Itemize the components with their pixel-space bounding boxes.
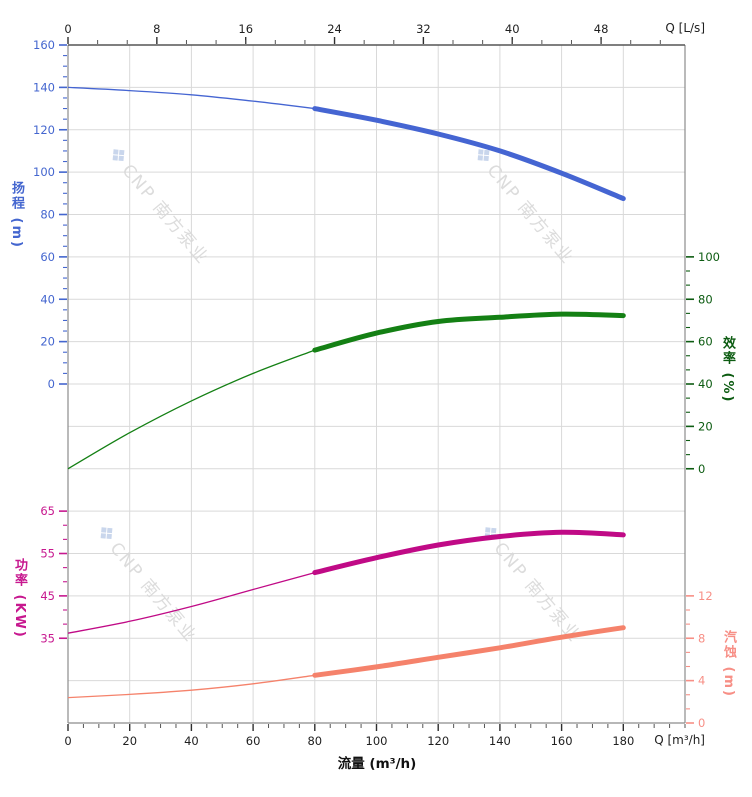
svg-text:35: 35 xyxy=(40,631,55,645)
top-axis: 0 8 16 24 32 40 48 xyxy=(64,22,661,44)
svg-text:16: 16 xyxy=(238,22,253,36)
svg-text:40: 40 xyxy=(40,292,55,306)
plot-border xyxy=(67,44,686,724)
svg-text:100: 100 xyxy=(33,165,55,179)
svg-text:24: 24 xyxy=(327,22,342,36)
svg-text:8: 8 xyxy=(698,631,705,645)
svg-text:60: 60 xyxy=(698,335,713,349)
svg-text:80: 80 xyxy=(307,734,322,748)
svg-text:40: 40 xyxy=(184,734,199,748)
svg-text:100: 100 xyxy=(366,734,388,748)
svg-text:0: 0 xyxy=(64,734,71,748)
efficiency-curve xyxy=(67,311,626,470)
svg-text:45: 45 xyxy=(40,589,55,603)
svg-text:55: 55 xyxy=(40,547,55,561)
svg-text:0: 0 xyxy=(698,462,705,476)
svg-text:12: 12 xyxy=(698,589,713,603)
grid xyxy=(68,45,685,723)
svg-text:60: 60 xyxy=(40,250,55,264)
npsh-curve xyxy=(67,625,626,699)
svg-text:80: 80 xyxy=(40,208,55,222)
svg-text:32: 32 xyxy=(416,22,431,36)
svg-text:60: 60 xyxy=(246,734,261,748)
bottom-axis: 0 20 40 60 80 100 120 140 160 180 xyxy=(64,724,686,748)
svg-text:160: 160 xyxy=(33,38,55,52)
svg-text:120: 120 xyxy=(427,734,449,748)
svg-text:120: 120 xyxy=(33,123,55,137)
npsh-axis-title: 汽蚀 (m) xyxy=(721,630,736,698)
head-curve xyxy=(67,86,626,202)
svg-text:20: 20 xyxy=(698,419,713,433)
power-axis-title: 功率 (KW) xyxy=(12,558,27,639)
head-axis: 160 140 120 100 80 60 40 20 0 xyxy=(33,38,67,391)
svg-text:65: 65 xyxy=(40,504,55,518)
svg-text:80: 80 xyxy=(698,292,713,306)
svg-text:0: 0 xyxy=(48,377,55,391)
svg-text:0: 0 xyxy=(64,22,71,36)
svg-text:20: 20 xyxy=(40,335,55,349)
svg-text:40: 40 xyxy=(698,377,713,391)
svg-text:0: 0 xyxy=(698,716,705,730)
svg-text:100: 100 xyxy=(698,250,720,264)
svg-text:8: 8 xyxy=(153,22,160,36)
head-axis-title: 扬程 (m) xyxy=(9,181,24,249)
svg-text:40: 40 xyxy=(505,22,520,36)
flow-axis-title: 流量 (m³/h) xyxy=(337,756,417,772)
bottom-axis-unit-label: Q [m³/h] xyxy=(654,733,705,747)
svg-text:160: 160 xyxy=(551,734,573,748)
svg-text:140: 140 xyxy=(33,80,55,94)
power-curve xyxy=(67,529,626,634)
npsh-axis: 12 8 4 0 xyxy=(686,589,713,730)
efficiency-axis-title: 效率 (%) xyxy=(720,336,735,404)
top-axis-unit-label: Q [L/s] xyxy=(665,21,705,35)
power-axis: 65 55 45 35 xyxy=(40,504,67,645)
svg-text:48: 48 xyxy=(594,22,609,36)
svg-text:4: 4 xyxy=(698,674,705,688)
svg-text:20: 20 xyxy=(122,734,137,748)
svg-text:180: 180 xyxy=(612,734,634,748)
svg-text:140: 140 xyxy=(489,734,511,748)
efficiency-axis: 100 80 60 40 20 0 xyxy=(686,250,720,476)
